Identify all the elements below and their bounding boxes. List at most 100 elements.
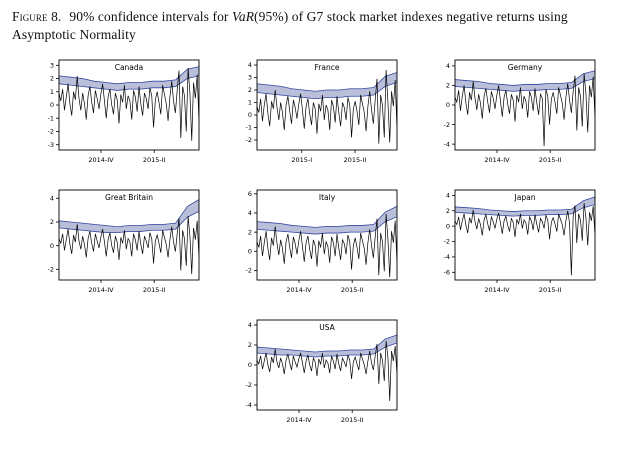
chart-panel-canada: -3 -2 -1 0 1 2 3 2014-IV 2015-II Canada [31, 50, 207, 176]
confidence-band [256, 334, 397, 357]
figure-panels: -3 -2 -1 0 1 2 3 2014-IV 2015-II Canada -2 -1 0 1 2 3 4 2… [12, 50, 621, 436]
y-axis-tick-label: 2 [49, 218, 53, 226]
y-axis-tick-label: 0 [247, 111, 251, 119]
band-upper-line [58, 65, 199, 84]
y-axis-tick-label: 4 [247, 321, 251, 329]
chart-panel-usa: -4 -2 0 2 4 2014-IV 2015-II USA [229, 310, 405, 436]
panel-title: USA [319, 323, 335, 332]
chart-panel-germany: -4 -2 0 2 4 2014-IV 2015-II Germany [427, 50, 603, 176]
band-upper-line [256, 334, 397, 353]
band-lower-line [58, 75, 199, 91]
chart-panel-japan: -6 -4 -2 0 2 4 2014-IV 2015-II Japan [427, 180, 603, 306]
y-axis-tick-label: 2 [247, 341, 251, 349]
y-axis-tick-label: 2 [247, 228, 251, 236]
band-lower-line [454, 203, 595, 217]
returns-series-line [256, 69, 397, 144]
band-lower-line [256, 216, 397, 235]
returns-series-line [256, 340, 397, 401]
x-axis-tick-label: 2014-IV [286, 416, 312, 424]
band-lower-line [256, 81, 397, 99]
chart-svg: -2 0 2 4 2014-IV 2015-II Great Britain [47, 189, 199, 294]
y-axis-tick-label: 0 [247, 361, 251, 369]
y-axis-tick-label: -2 [443, 237, 449, 245]
y-axis-tick-label: -2 [245, 381, 251, 389]
y-axis-tick-label: 2 [49, 74, 53, 82]
plot-box [256, 189, 397, 281]
panel-title: Italy [318, 193, 335, 202]
returns-series-line [256, 213, 397, 277]
y-axis-tick-label: 6 [247, 190, 251, 198]
chart-svg: -2 -1 0 1 2 3 4 2015-I 2015-II France [245, 59, 397, 164]
x-axis-tick-label: 2014-IV [286, 286, 312, 294]
y-axis-tick-label: 2 [445, 207, 449, 215]
caption-var-term: VaR [232, 9, 255, 24]
caption-text-post: (95%) of G7 stock market indexes negativ… [12, 9, 568, 42]
panel-title: France [314, 63, 339, 72]
y-axis-tick-label: 2 [445, 81, 449, 89]
chart-svg: -3 -2 -1 0 1 2 3 2014-IV 2015-II Canada [47, 59, 199, 164]
x-axis-tick-label: 2014-IV [484, 286, 510, 294]
y-axis-tick-label: -4 [443, 140, 449, 148]
band-lower-line [58, 210, 199, 233]
y-axis-tick-label: 4 [247, 209, 251, 217]
x-axis-tick-label: 2015-II [538, 286, 561, 294]
y-axis-tick-label: -2 [47, 265, 53, 273]
y-axis-tick-label: 4 [247, 61, 251, 69]
panel-title: Germany [507, 63, 542, 72]
chart-panel-great-britain: -2 0 2 4 2014-IV 2015-II Great Britain [31, 180, 207, 306]
returns-series-line [58, 215, 199, 274]
chart-svg: -6 -4 -2 0 2 4 2014-IV 2015-II Japan [443, 189, 595, 294]
plot-box [58, 189, 199, 281]
returns-series-line [58, 67, 199, 141]
y-axis-tick-label: 0 [445, 222, 449, 230]
y-axis-tick-label: 4 [445, 62, 449, 70]
caption-text-pre: 90% confidence intervals for [69, 9, 232, 24]
panel-title: Japan [513, 193, 535, 202]
x-axis-tick-label: 2014-IV [88, 286, 114, 294]
band-upper-line [454, 196, 595, 212]
chart-panel-france: -2 -1 0 1 2 3 4 2015-I 2015-II France [229, 50, 405, 176]
band-upper-line [256, 71, 397, 92]
confidence-band [256, 72, 397, 99]
x-axis-tick-label: 2015-II [538, 156, 561, 164]
x-axis-tick-label: 2015-II [340, 286, 363, 294]
y-axis-tick-label: 4 [49, 194, 53, 202]
plot-box [256, 59, 397, 151]
band-upper-line [454, 69, 595, 86]
chart-panel-italy: -2 0 2 4 6 2014-IV 2015-II Italy [229, 180, 405, 306]
band-lower-line [256, 342, 397, 358]
y-axis-tick-label: -4 [443, 253, 449, 261]
y-axis-tick-label: 3 [49, 61, 53, 69]
x-axis-tick-label: 2014-IV [88, 156, 114, 164]
band-upper-line [256, 205, 397, 228]
panel-row: -3 -2 -1 0 1 2 3 2014-IV 2015-II Canada -2 -1 0 1 2 3 4 2… [12, 50, 621, 176]
band-upper-line [58, 198, 199, 227]
x-axis-tick-label: 2014-IV [484, 156, 510, 164]
confidence-band [454, 70, 595, 91]
confidence-band [256, 205, 397, 234]
x-axis-tick-label: 2015-I [291, 156, 312, 164]
chart-svg: -2 0 2 4 6 2014-IV 2015-II Italy [245, 189, 397, 294]
plot-box [454, 189, 595, 281]
y-axis-tick-label: -2 [245, 266, 251, 274]
returns-series-line [454, 202, 595, 276]
y-axis-tick-label: 1 [247, 98, 251, 106]
confidence-band [454, 196, 595, 216]
y-axis-tick-label: 3 [247, 73, 251, 81]
y-axis-tick-label: -2 [443, 120, 449, 128]
x-axis-tick-label: 2015-II [142, 286, 165, 294]
figure-label: Figure 8. [12, 9, 62, 24]
confidence-band [58, 66, 199, 91]
y-axis-tick-label: 0 [247, 247, 251, 255]
y-axis-tick-label: -4 [245, 401, 251, 409]
y-axis-tick-label: -1 [245, 123, 251, 131]
returns-series-line [454, 73, 595, 146]
x-axis-tick-label: 2015-II [343, 156, 366, 164]
y-axis-tick-label: -2 [245, 136, 251, 144]
panel-title: Great Britain [105, 193, 153, 202]
panel-row: -4 -2 0 2 4 2014-IV 2015-II USA [12, 310, 621, 436]
x-axis-tick-label: 2015-II [340, 416, 363, 424]
y-axis-tick-label: 4 [445, 191, 449, 199]
chart-svg: -4 -2 0 2 4 2014-IV 2015-II Germany [443, 59, 595, 164]
